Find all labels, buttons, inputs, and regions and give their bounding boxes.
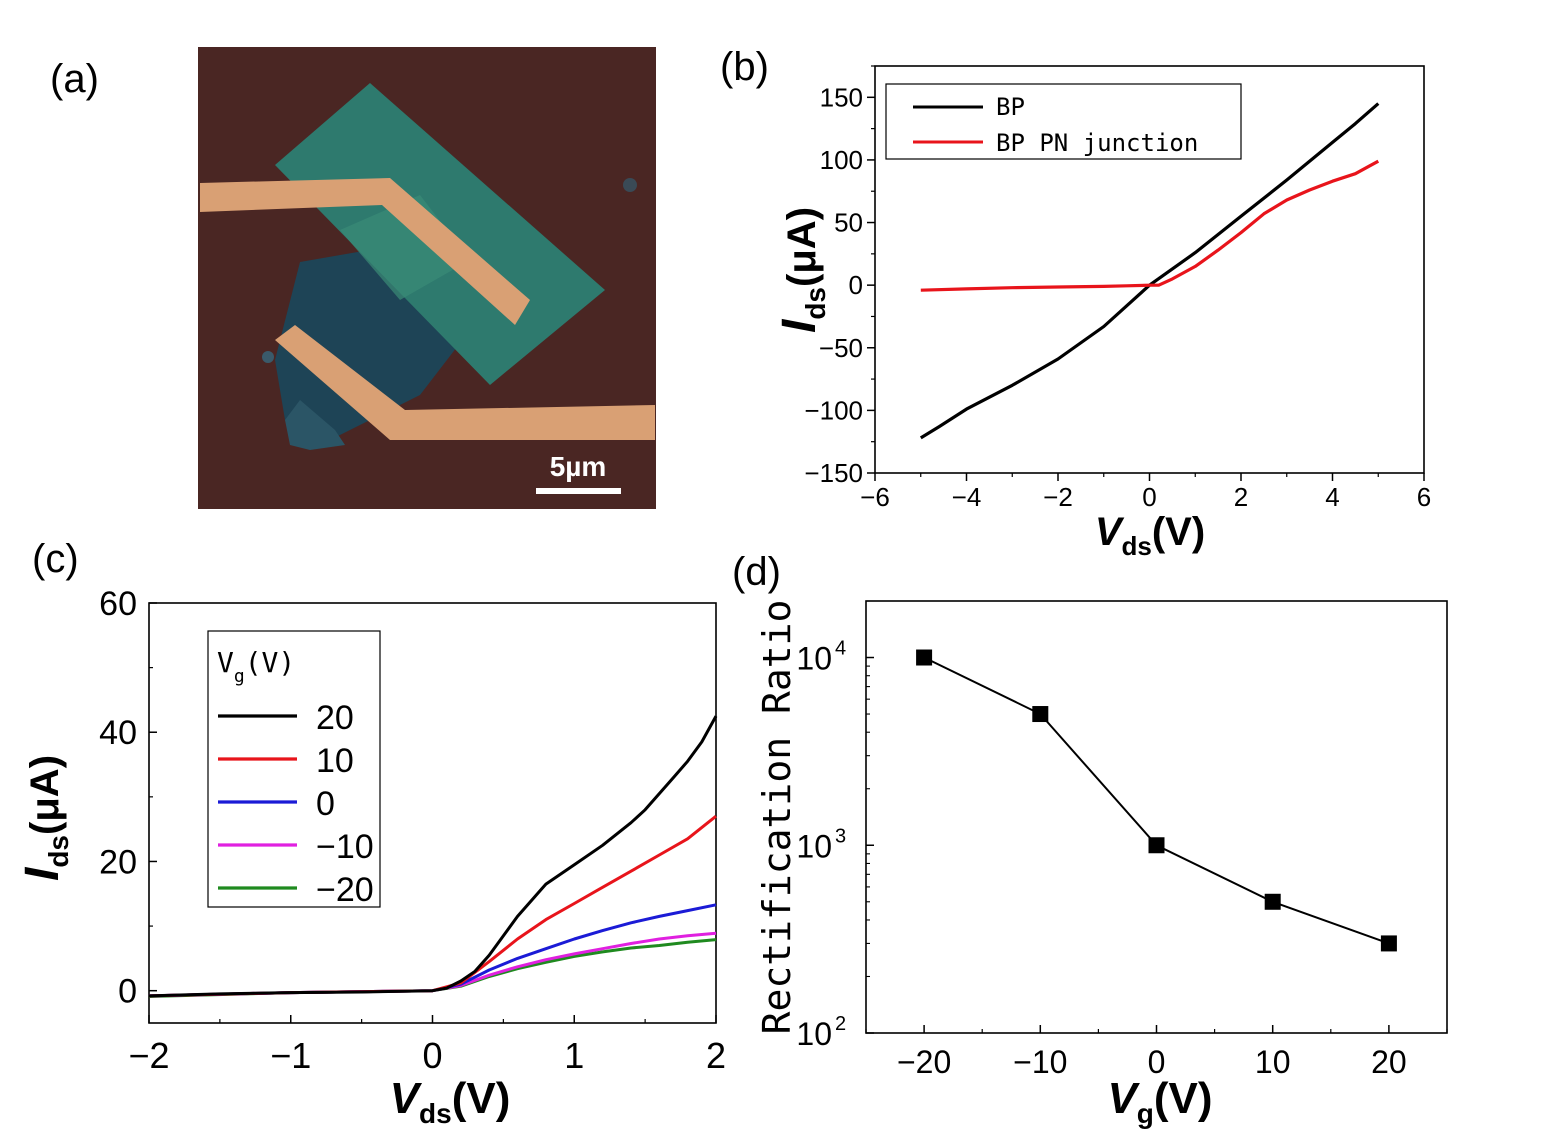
x-tick-label-c: 1 xyxy=(564,1035,584,1076)
data-point-d xyxy=(1264,893,1281,910)
y-tick-label-b: 150 xyxy=(820,82,863,112)
y-tick-label-b: 0 xyxy=(849,270,863,300)
legend-box-c xyxy=(207,630,381,908)
x-tick-label-b: −2 xyxy=(1043,482,1073,512)
particle xyxy=(623,178,637,192)
y-axis-label-b: Ids(μA) xyxy=(773,207,831,333)
y-tick-label-d: 10 xyxy=(796,1016,832,1052)
x-tick-label-c: 2 xyxy=(706,1035,726,1076)
x-tick-label-b: 6 xyxy=(1417,482,1431,512)
y-tick-label-b: −150 xyxy=(804,458,863,488)
x-tick-label-c: 0 xyxy=(422,1035,442,1076)
x-tick-label-d: −20 xyxy=(897,1044,951,1080)
data-point-d xyxy=(1148,837,1165,854)
y-tick-exponent-d: 3 xyxy=(835,825,846,847)
legend-label-c-4: −20 xyxy=(316,871,374,909)
y-tick-label-c: 40 xyxy=(99,714,137,752)
panel-label-b: (b) xyxy=(720,45,769,89)
legend-label-c-1: 10 xyxy=(316,742,354,780)
panel-label-a: (a) xyxy=(50,57,99,101)
x-tick-label-d: 20 xyxy=(1371,1044,1407,1080)
series-line-c-3 xyxy=(148,931,717,998)
legend-label-c-0: 20 xyxy=(316,699,354,737)
legend-label-bp: BP xyxy=(996,93,1025,121)
bp-flake-lower xyxy=(285,400,345,450)
y-tick-label-b: 100 xyxy=(820,145,863,175)
series-line-c-4 xyxy=(148,938,717,998)
panel-label-d: (d) xyxy=(732,550,781,594)
data-point-d xyxy=(1032,706,1049,723)
y-tick-label-d: 10 xyxy=(796,641,832,677)
x-tick-label-b: −6 xyxy=(860,482,890,512)
x-axis-label-c: Vds(V) xyxy=(390,1074,511,1129)
electrode-top xyxy=(200,178,530,325)
data-point-d xyxy=(1380,935,1397,952)
y-tick-label-b: −50 xyxy=(819,333,863,363)
x-tick-label-b: 2 xyxy=(1234,482,1248,512)
y-tick-label-c: 60 xyxy=(99,585,137,623)
y-tick-exponent-d: 4 xyxy=(835,638,846,660)
x-tick-label-d: 0 xyxy=(1148,1044,1166,1080)
y-axis-label-c: Ids(μA) xyxy=(16,755,74,881)
x-tick-label-c: −2 xyxy=(128,1035,169,1076)
particle xyxy=(262,351,274,363)
plot-frame-d xyxy=(865,600,1448,1034)
y-tick-label-b: −100 xyxy=(804,395,863,425)
y-tick-label-d: 10 xyxy=(796,828,832,864)
y-tick-label-c: 0 xyxy=(118,973,137,1011)
legend-label-c-2: 0 xyxy=(316,785,335,823)
x-tick-label-d: 10 xyxy=(1255,1044,1291,1080)
x-axis-label-d: Vg(V) xyxy=(1107,1074,1212,1129)
panel-label-c: (c) xyxy=(32,537,79,581)
optical-micrograph: 5µm xyxy=(198,47,656,509)
x-tick-label-c: −1 xyxy=(270,1035,311,1076)
series-line-b-1 xyxy=(920,159,1380,292)
x-tick-label-b: 0 xyxy=(1142,482,1156,512)
scale-bar xyxy=(536,488,621,494)
y-axis-label-d: Rectification Ratio xyxy=(755,600,799,1035)
series-line-d xyxy=(923,656,1390,945)
y-tick-exponent-d: 2 xyxy=(835,1013,846,1035)
data-point-d xyxy=(916,649,933,666)
x-tick-label-b: 4 xyxy=(1325,482,1339,512)
series-line-c-2 xyxy=(148,903,717,998)
legend-label-c-3: −10 xyxy=(316,828,374,866)
legend-label-bp-pn: BP PN junction xyxy=(996,129,1198,157)
legend-box-b xyxy=(885,83,1242,160)
scale-bar-label: 5µm xyxy=(550,451,607,482)
y-tick-label-b: 50 xyxy=(834,208,863,238)
x-tick-label-d: −10 xyxy=(1013,1044,1067,1080)
legend-title-c: Vg(V) xyxy=(217,646,295,687)
y-tick-label-c: 20 xyxy=(99,843,137,881)
series-line-c-0 xyxy=(148,715,718,998)
electrode-bottom xyxy=(275,325,655,440)
x-tick-label-b: −4 xyxy=(952,482,982,512)
chart-b: −6 −4 −2 0 2 4 6 150 100 50 0 −50 −100 −150 BP BP PN … xyxy=(773,65,1431,561)
x-axis-label-b: Vds(V) xyxy=(1095,510,1205,561)
